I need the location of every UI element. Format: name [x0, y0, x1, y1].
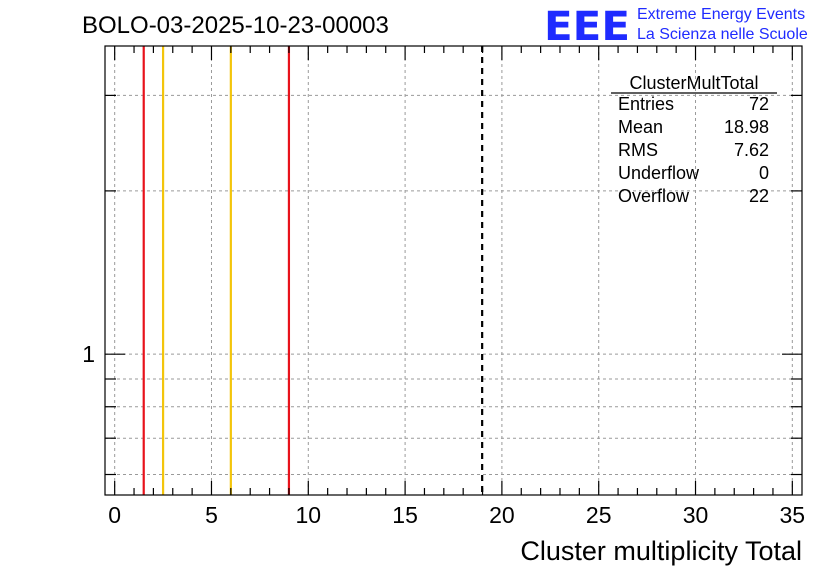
- stats-value: 18.98: [724, 117, 769, 137]
- x-tick-label: 30: [683, 502, 709, 528]
- stats-name: ClusterMultTotal: [629, 73, 758, 93]
- stats-value: 72: [749, 94, 769, 114]
- x-tick-label: 10: [295, 502, 321, 528]
- x-tick-label: 20: [489, 502, 515, 528]
- grid: [105, 46, 802, 495]
- axis-ticks: [105, 46, 802, 495]
- eee-logo: EEE Extreme Energy Events La Scienza nel…: [544, 4, 808, 50]
- stats-value: 22: [749, 186, 769, 206]
- chart-title: BOLO-03-2025-10-23-00003: [82, 12, 389, 39]
- stats-label: Overflow: [618, 186, 690, 206]
- eee-logo-mark: EEE: [544, 4, 630, 50]
- eee-logo-line1: Extreme Energy Events: [637, 6, 805, 23]
- stats-label: Entries: [618, 94, 674, 114]
- stats-value: 7.62: [734, 140, 769, 160]
- stats-label: Underflow: [618, 163, 700, 183]
- reference-lines: [142, 46, 484, 495]
- x-tick-label: 25: [586, 502, 612, 528]
- y-tick-label: 1: [82, 341, 95, 367]
- stats-label: Mean: [618, 117, 663, 137]
- x-tick-label: 35: [780, 502, 806, 528]
- x-tick-label: 5: [205, 502, 218, 528]
- stats-box: ClusterMultTotal Entries 72 Mean 18.98 RMS 7.…: [611, 73, 777, 206]
- stats-value: 0: [759, 163, 769, 183]
- plot-frame: [104, 45, 803, 496]
- x-tick-label: 15: [392, 502, 418, 528]
- x-tick-label: 0: [108, 502, 121, 528]
- stats-label: RMS: [618, 140, 658, 160]
- x-axis-label: Cluster multiplicity Total: [520, 536, 802, 566]
- tick-labels: 0 5 10 15 20 25 30 35 1: [82, 341, 805, 528]
- eee-logo-line2: La Scienza nelle Scuole: [637, 26, 808, 43]
